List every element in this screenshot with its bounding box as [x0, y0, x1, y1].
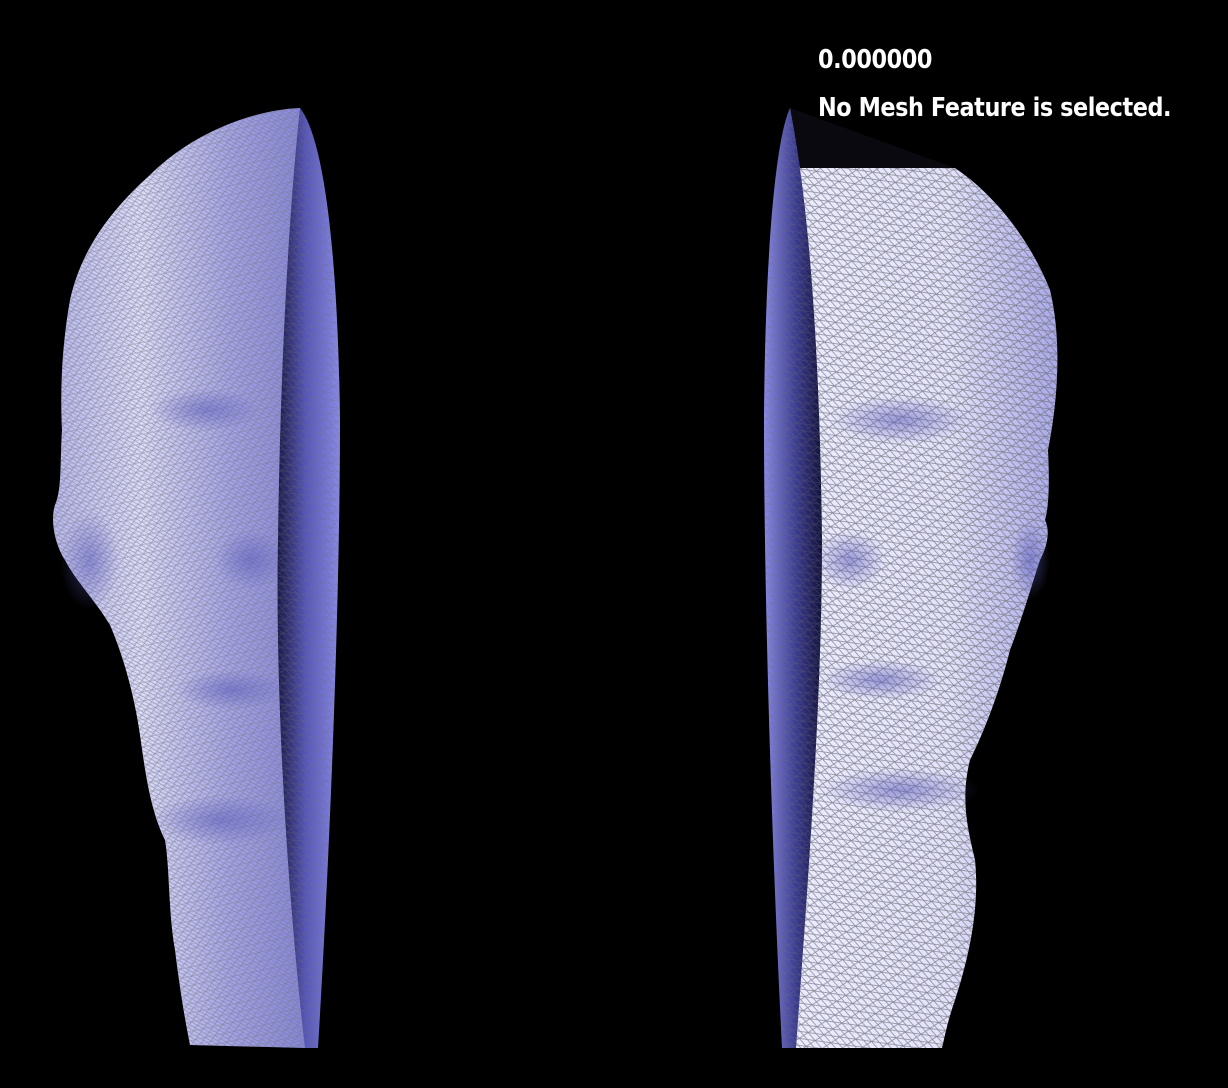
left-ear-shadow	[60, 510, 120, 610]
right-ear-shadow	[1010, 520, 1050, 600]
right-head-half[interactable]	[764, 108, 1058, 1048]
feature-value-readout: 0.000000	[818, 45, 932, 75]
left-eye-socket	[150, 388, 260, 432]
left-cut-face-wire	[277, 108, 340, 1048]
left-nose-shadow	[215, 530, 285, 590]
left-head-half[interactable]	[53, 108, 340, 1048]
right-nose-shadow	[815, 530, 885, 590]
right-head-wireframe	[790, 108, 1058, 1048]
selection-status-text: No Mesh Feature is selected.	[818, 93, 1172, 123]
right-mouth-shadow	[820, 660, 940, 700]
right-head-top-cap	[790, 108, 955, 168]
left-jaw-shadow	[150, 795, 290, 845]
left-mouth-shadow	[175, 670, 285, 710]
right-jaw-shadow	[820, 768, 980, 812]
right-eye-socket	[830, 396, 970, 444]
right-cut-face-wire	[764, 108, 822, 1048]
